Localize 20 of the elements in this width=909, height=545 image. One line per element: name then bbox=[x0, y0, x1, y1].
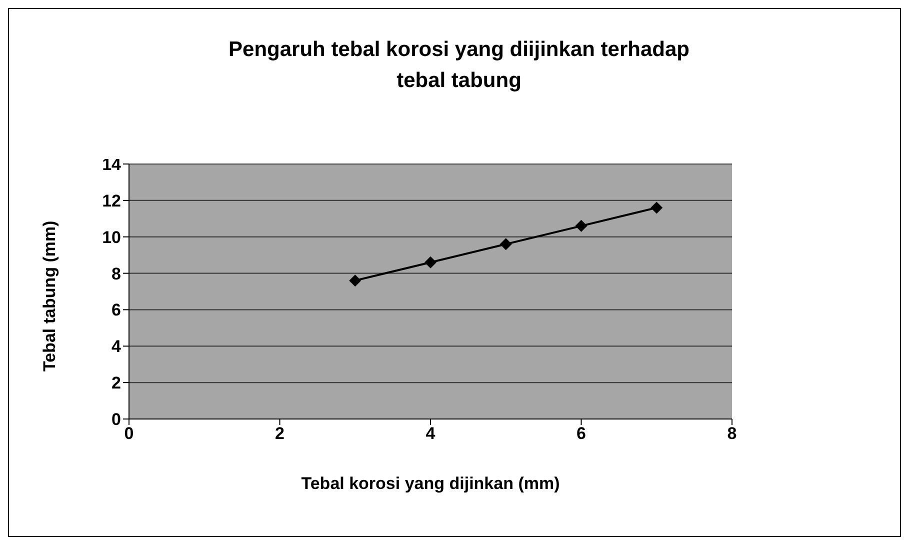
y-tick-label: 12 bbox=[102, 191, 121, 210]
y-tick-label: 8 bbox=[112, 264, 121, 284]
y-tick-label: 6 bbox=[112, 300, 121, 320]
x-tick-label: 2 bbox=[275, 424, 284, 444]
point bbox=[424, 256, 436, 268]
y-tick-label: 4 bbox=[112, 337, 122, 356]
point bbox=[575, 220, 588, 232]
x-axis-title: Tebal korosi yang dijinkan (mm) bbox=[301, 474, 560, 493]
y-axis-title: Tebal tabung (mm) bbox=[40, 220, 60, 372]
y-tick-label: 0 bbox=[112, 410, 121, 430]
x-tick-label: 4 bbox=[426, 424, 436, 444]
x-tick-label: 8 bbox=[727, 424, 737, 444]
point bbox=[650, 202, 663, 214]
x-tick-label: 0 bbox=[124, 424, 134, 444]
chart-title: Pengaruh tebal korosi yang diijinkan terhadap tebal tabung bbox=[228, 37, 690, 94]
point bbox=[349, 274, 362, 287]
y-tick-label: 2 bbox=[112, 374, 121, 393]
y-tick-label: 10 bbox=[102, 228, 121, 247]
point bbox=[500, 238, 512, 250]
x-tick-label: 6 bbox=[576, 424, 586, 444]
